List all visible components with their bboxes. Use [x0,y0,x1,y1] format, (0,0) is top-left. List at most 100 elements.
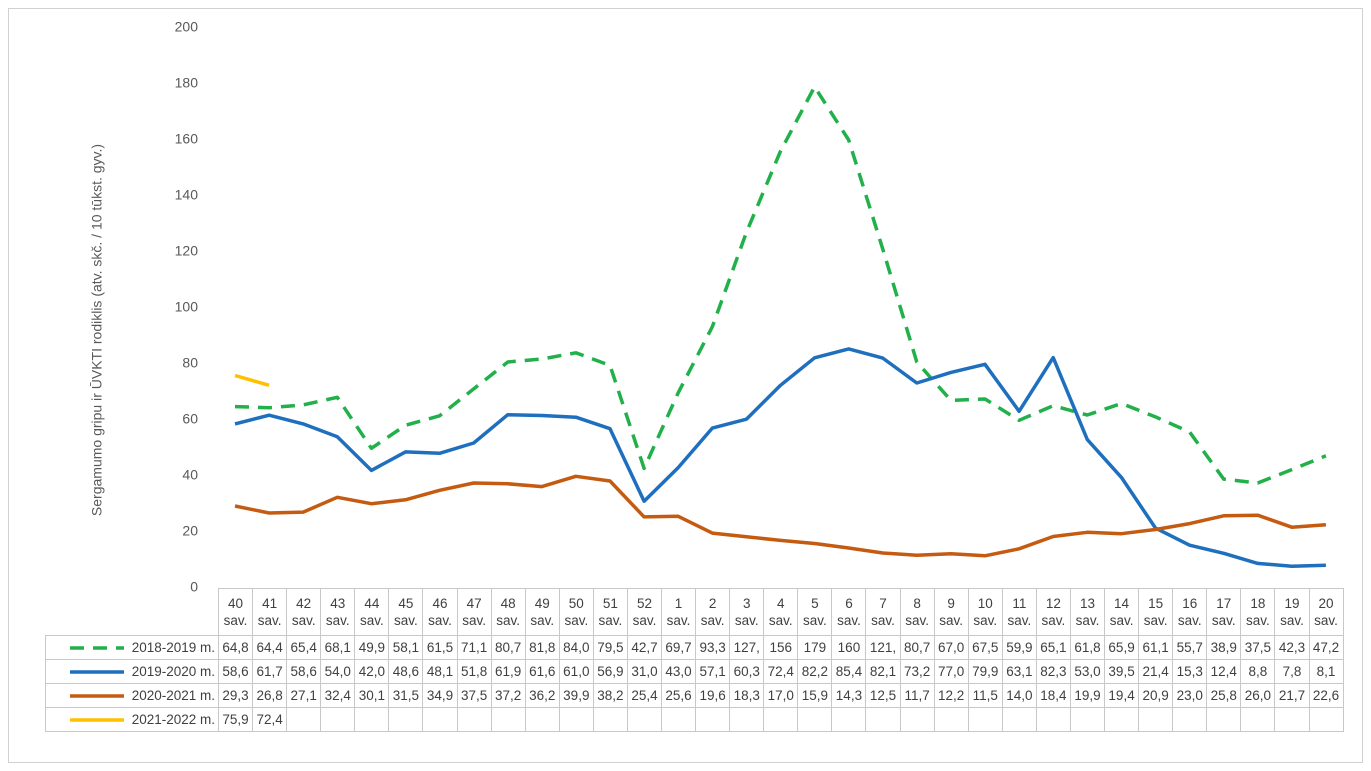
table-cell: 21,4 [1138,659,1174,684]
table-cell: 179 [797,635,833,660]
table-cell: 61,1 [1138,635,1174,660]
table-cell: 36,2 [524,683,560,708]
table-cell: 47,2 [1308,635,1344,660]
legend-label: 2018-2019 m. [131,640,215,655]
table-cell: 19,4 [1104,683,1140,708]
x-tick-label: 13 sav. [1069,588,1106,636]
y-tick-label: 100 [175,299,199,315]
table-cell: 37,5 [456,683,492,708]
y-tick-label: 180 [175,75,199,91]
table-cell: 82,1 [865,659,901,684]
table-cell: 31,0 [626,659,663,684]
legend-swatch [69,694,124,699]
table-cell [729,707,765,732]
y-tick-label: 120 [175,243,199,259]
table-cell: 29,3 [217,683,254,708]
table-cell [695,707,731,732]
x-tick-label: 40 sav. [217,588,254,636]
y-tick-label: 80 [182,355,198,371]
table-cell: 93,3 [695,635,731,660]
table-cell [1274,707,1310,732]
x-tick-label: 43 sav. [320,588,356,636]
table-cell: 42,0 [354,659,390,684]
table-cell: 31,5 [388,683,424,708]
table-cell [797,707,833,732]
table-cell: 39,5 [1104,659,1140,684]
blank-cell [46,589,219,636]
legend-label: 2019-2020 m. [131,664,215,679]
x-tick-label: 49 sav. [524,588,560,636]
legend-label: 2020-2021 m. [131,688,215,703]
x-tick-label: 12 sav. [1035,588,1071,636]
table-cell: 68,1 [320,635,356,660]
legend-swatch [69,718,124,723]
table-cell: 39,9 [558,683,594,708]
table-cell: 15,3 [1172,659,1208,684]
table-cell: 48,1 [422,659,458,684]
series-line [234,347,1326,568]
x-tick-label: 1 sav. [661,588,697,636]
table-cell: 58,1 [388,635,424,660]
x-tick-label: 16 sav. [1172,588,1208,636]
x-tick-label: 19 sav. [1274,588,1310,636]
table-cell: 8,8 [1240,659,1276,684]
table-cell [456,707,492,732]
table-cell: 49,9 [354,635,390,660]
x-tick-label: 3 sav. [729,588,765,636]
legend-label: 2021-2022 m. [131,712,215,727]
series-row: 2021-2022 m. 75,9 72,4 [45,707,1344,732]
table-cell: 8,1 [1308,659,1344,684]
table-cell: 58,6 [217,659,254,684]
table-cell: 61,0 [558,659,594,684]
x-tick-label: 45 sav. [388,588,424,636]
table-cell: 77,0 [933,659,969,684]
legend-entry: 2021-2022 m. [45,707,219,732]
x-tick-label: 8 sav. [899,588,935,636]
table-cell: 75,9 [217,707,254,732]
table-cell: 85,4 [831,659,867,684]
table-cell [592,707,628,732]
legend-entry: 2019-2020 m. [45,659,219,684]
legend-swatch [69,670,124,675]
table-cell [1240,707,1276,732]
table-cell: 63,1 [1001,659,1037,684]
series-line [234,373,270,387]
x-tick-label: 46 sav. [422,588,458,636]
table-cell: 67,0 [933,635,969,660]
table-cell: 82,2 [797,659,833,684]
data-table: 40 sav. 41 sav. 42 sav. 43 sav. 44 sav. 45 sa… [45,588,1344,732]
y-tick-label: 20 [182,523,198,539]
y-tick-label: 200 [175,19,199,35]
table-cell: 19,9 [1069,683,1106,708]
table-cell: 67,5 [967,635,1003,660]
table-cell: 37,5 [1240,635,1276,660]
table-cell: 22,6 [1308,683,1344,708]
series-line [234,474,1327,558]
legend-swatch [69,646,124,651]
table-cell: 21,7 [1274,683,1310,708]
table-cell: 60,3 [729,659,765,684]
x-tick-label: 2 sav. [695,588,731,636]
x-tick-label: 4 sav. [763,588,799,636]
table-cell: 42,7 [626,635,663,660]
table-cell: 26,8 [252,683,288,708]
x-tick-label: 44 sav. [354,588,390,636]
table-cell [661,707,697,732]
y-tick-label: 40 [182,467,198,483]
table-cell: 61,6 [524,659,560,684]
table-cell [388,707,424,732]
table-cell: 20,9 [1138,683,1174,708]
table-cell: 58,6 [286,659,322,684]
table-cell [1104,707,1140,732]
table-cell [1308,707,1344,732]
table-cell [524,707,560,732]
table-cell [933,707,969,732]
x-tick-label: 18 sav. [1240,588,1276,636]
table-cell: 160 [831,635,867,660]
table-cell: 71,1 [456,635,492,660]
table-cell: 51,8 [456,659,492,684]
table-cell: 121, [865,635,901,660]
table-cell: 73,2 [899,659,935,684]
table-cell: 56,9 [592,659,628,684]
